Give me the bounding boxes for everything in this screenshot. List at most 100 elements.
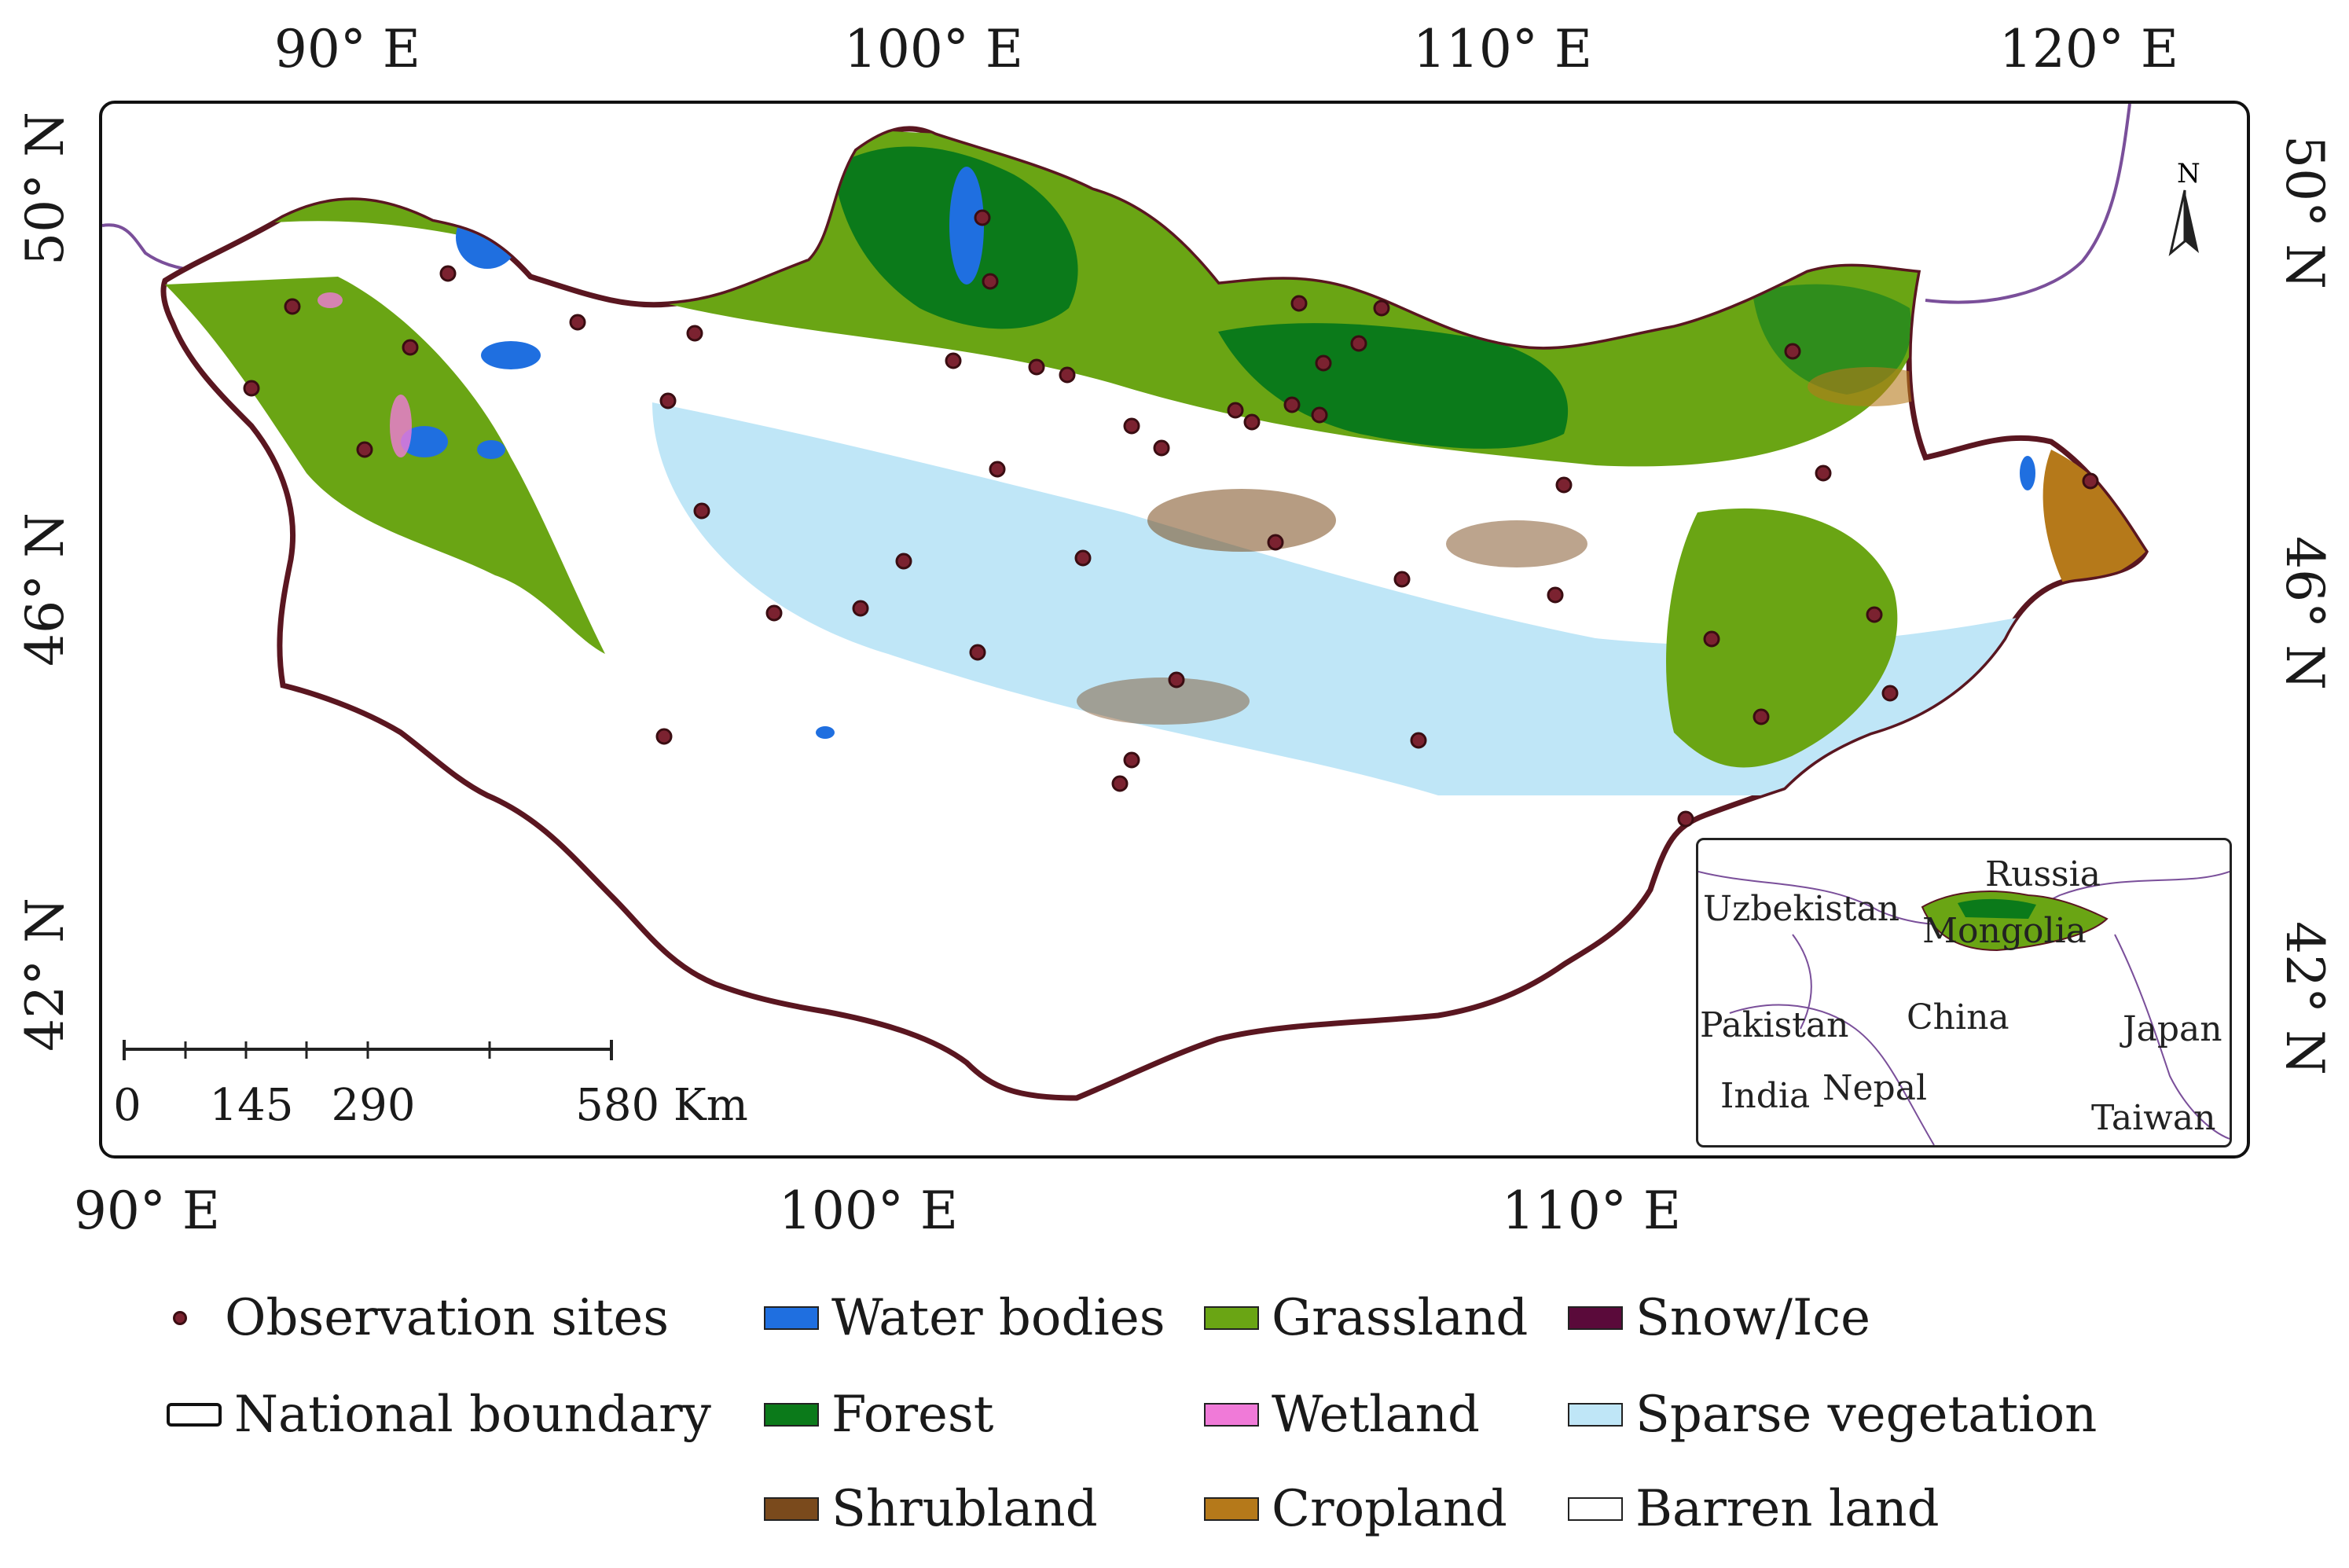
lon-label-bottom-110: 110° E bbox=[1501, 1181, 1682, 1241]
observation-site-marker[interactable] bbox=[1074, 549, 1092, 567]
observation-site-marker[interactable] bbox=[1753, 708, 1770, 725]
observation-site-marker[interactable] bbox=[1243, 413, 1261, 431]
observation-site-marker[interactable] bbox=[969, 644, 986, 661]
observation-site-marker[interactable] bbox=[1028, 358, 1045, 376]
scale-tick-0: 0 bbox=[113, 1080, 141, 1131]
legend-label: Cropland bbox=[1272, 1480, 1507, 1538]
observation-site-marker[interactable] bbox=[402, 339, 419, 356]
observation-site-marker[interactable] bbox=[895, 553, 912, 570]
inset-label-india: India bbox=[1720, 1076, 1811, 1116]
observation-site-marker[interactable] bbox=[1123, 417, 1140, 435]
legend-sparse-vegetation: Sparse vegetation bbox=[1568, 1386, 2097, 1444]
observation-site-marker[interactable] bbox=[1547, 586, 1564, 604]
observation-site-marker[interactable] bbox=[655, 728, 673, 745]
legend-water-bodies: Water bodies bbox=[764, 1289, 1165, 1347]
observation-site-marker[interactable] bbox=[1311, 406, 1328, 424]
map-panel[interactable]: N 0 145 290 580 Km Russ bbox=[99, 101, 2250, 1159]
observation-site-marker[interactable] bbox=[284, 298, 301, 315]
observation-sites-layer bbox=[243, 209, 2099, 828]
legend-label: Water bodies bbox=[831, 1289, 1165, 1347]
observation-site-marker[interactable] bbox=[1866, 606, 1883, 623]
inset-label-taiwan: Taiwan bbox=[2091, 1098, 2216, 1138]
inset-label-mongolia: Mongolia bbox=[1922, 911, 2087, 951]
observation-site-marker[interactable] bbox=[1123, 751, 1140, 769]
inset-label-nepal: Nepal bbox=[1822, 1068, 1928, 1108]
legend-label: Barren land bbox=[1635, 1480, 1940, 1538]
legend-cropland: Cropland bbox=[1204, 1480, 1507, 1538]
lat-label-left-46: 46° N bbox=[15, 512, 75, 666]
lon-label-top-110: 110° E bbox=[1412, 19, 1593, 79]
legend-observation-sites: Observation sites bbox=[149, 1289, 669, 1347]
observation-site-marker[interactable] bbox=[1267, 534, 1284, 551]
observation-site-marker[interactable] bbox=[1315, 354, 1332, 372]
legend-wetland: Wetland bbox=[1204, 1386, 1480, 1444]
observation-site-marker[interactable] bbox=[686, 325, 703, 342]
scale-tick-580: 580 Km bbox=[575, 1080, 748, 1131]
lat-label-right-46: 46° N bbox=[2274, 536, 2335, 690]
barren-swatch-icon bbox=[1568, 1497, 1623, 1521]
legend-label: Shrubland bbox=[831, 1480, 1098, 1538]
observation-site-marker[interactable] bbox=[1881, 685, 1899, 702]
lon-label-top-100: 100° E bbox=[843, 19, 1024, 79]
observation-site-marker[interactable] bbox=[1784, 343, 1801, 360]
observation-site-marker[interactable] bbox=[659, 392, 677, 409]
observation-site-marker[interactable] bbox=[974, 209, 991, 226]
observation-site-marker[interactable] bbox=[1059, 366, 1076, 384]
observation-site-marker[interactable] bbox=[765, 604, 783, 622]
observation-site-marker[interactable] bbox=[945, 352, 962, 369]
map-canvas[interactable]: N bbox=[102, 104, 2247, 1155]
inset-label-japan: Japan bbox=[2123, 1009, 2222, 1049]
observation-site-marker[interactable] bbox=[1703, 630, 1720, 648]
observation-site-marker[interactable] bbox=[1677, 810, 1694, 828]
observation-site-marker[interactable] bbox=[1393, 571, 1411, 588]
observation-site-marker[interactable] bbox=[2082, 472, 2099, 490]
legend-label: Snow/Ice bbox=[1635, 1289, 1870, 1347]
lon-label-bottom-90: 90° E bbox=[73, 1181, 221, 1241]
observation-site-marker[interactable] bbox=[1168, 671, 1185, 689]
observation-site-marker[interactable] bbox=[243, 380, 260, 397]
boundary-swatch-icon bbox=[167, 1403, 222, 1427]
observation-site-marker[interactable] bbox=[439, 265, 457, 282]
scale-bar bbox=[123, 1040, 613, 1060]
legend-label: Forest bbox=[831, 1386, 994, 1444]
inset-locator-map[interactable]: Russia Uzbekistan Mongolia Pakistan Chin… bbox=[1696, 838, 2232, 1148]
observation-site-marker[interactable] bbox=[1350, 335, 1367, 352]
observation-site-marker[interactable] bbox=[1283, 396, 1301, 413]
legend-label: Grassland bbox=[1272, 1289, 1529, 1347]
lat-label-left-50: 50° N bbox=[15, 112, 75, 266]
legend-forest: Forest bbox=[764, 1386, 993, 1444]
lon-label-top-120: 120° E bbox=[1998, 19, 2179, 79]
inset-label-uzbekistan: Uzbekistan bbox=[1703, 889, 1900, 929]
observation-site-marker[interactable] bbox=[1111, 775, 1129, 792]
north-arrow-label: N bbox=[2177, 158, 2200, 189]
observation-site-marker[interactable] bbox=[1410, 732, 1427, 749]
observation-site-marker[interactable] bbox=[1555, 476, 1573, 494]
snow-ice-swatch-icon bbox=[1568, 1306, 1623, 1330]
legend-shrubland: Shrubland bbox=[764, 1480, 1098, 1538]
observation-site-icon bbox=[173, 1311, 187, 1325]
observation-site-marker[interactable] bbox=[1227, 402, 1244, 419]
inset-label-china: China bbox=[1907, 997, 2009, 1037]
observation-site-marker[interactable] bbox=[852, 600, 869, 617]
observation-site-marker[interactable] bbox=[1373, 299, 1390, 317]
observation-site-marker[interactable] bbox=[1815, 465, 1832, 482]
lon-label-bottom-100: 100° E bbox=[778, 1181, 959, 1241]
north-arrow-icon: N bbox=[2168, 158, 2200, 256]
cropland-swatch-icon bbox=[1204, 1497, 1259, 1521]
observation-site-marker[interactable] bbox=[356, 441, 373, 458]
forest-swatch-icon bbox=[764, 1403, 819, 1427]
scale-tick-290: 290 bbox=[331, 1080, 416, 1131]
lat-label-left-42: 42° N bbox=[15, 898, 75, 1052]
observation-site-marker[interactable] bbox=[1290, 295, 1308, 312]
wetland-swatch-icon bbox=[1204, 1403, 1259, 1427]
observation-site-marker[interactable] bbox=[1153, 439, 1170, 457]
inset-label-russia: Russia bbox=[1985, 854, 2101, 894]
observation-site-marker[interactable] bbox=[569, 314, 586, 331]
lat-label-right-42: 42° N bbox=[2274, 921, 2335, 1075]
observation-site-marker[interactable] bbox=[982, 273, 999, 290]
legend-grassland: Grassland bbox=[1204, 1289, 1528, 1347]
water-swatch-icon bbox=[764, 1306, 819, 1330]
inset-label-pakistan: Pakistan bbox=[1700, 1005, 1849, 1045]
observation-site-marker[interactable] bbox=[693, 502, 710, 520]
observation-site-marker[interactable] bbox=[989, 461, 1006, 478]
